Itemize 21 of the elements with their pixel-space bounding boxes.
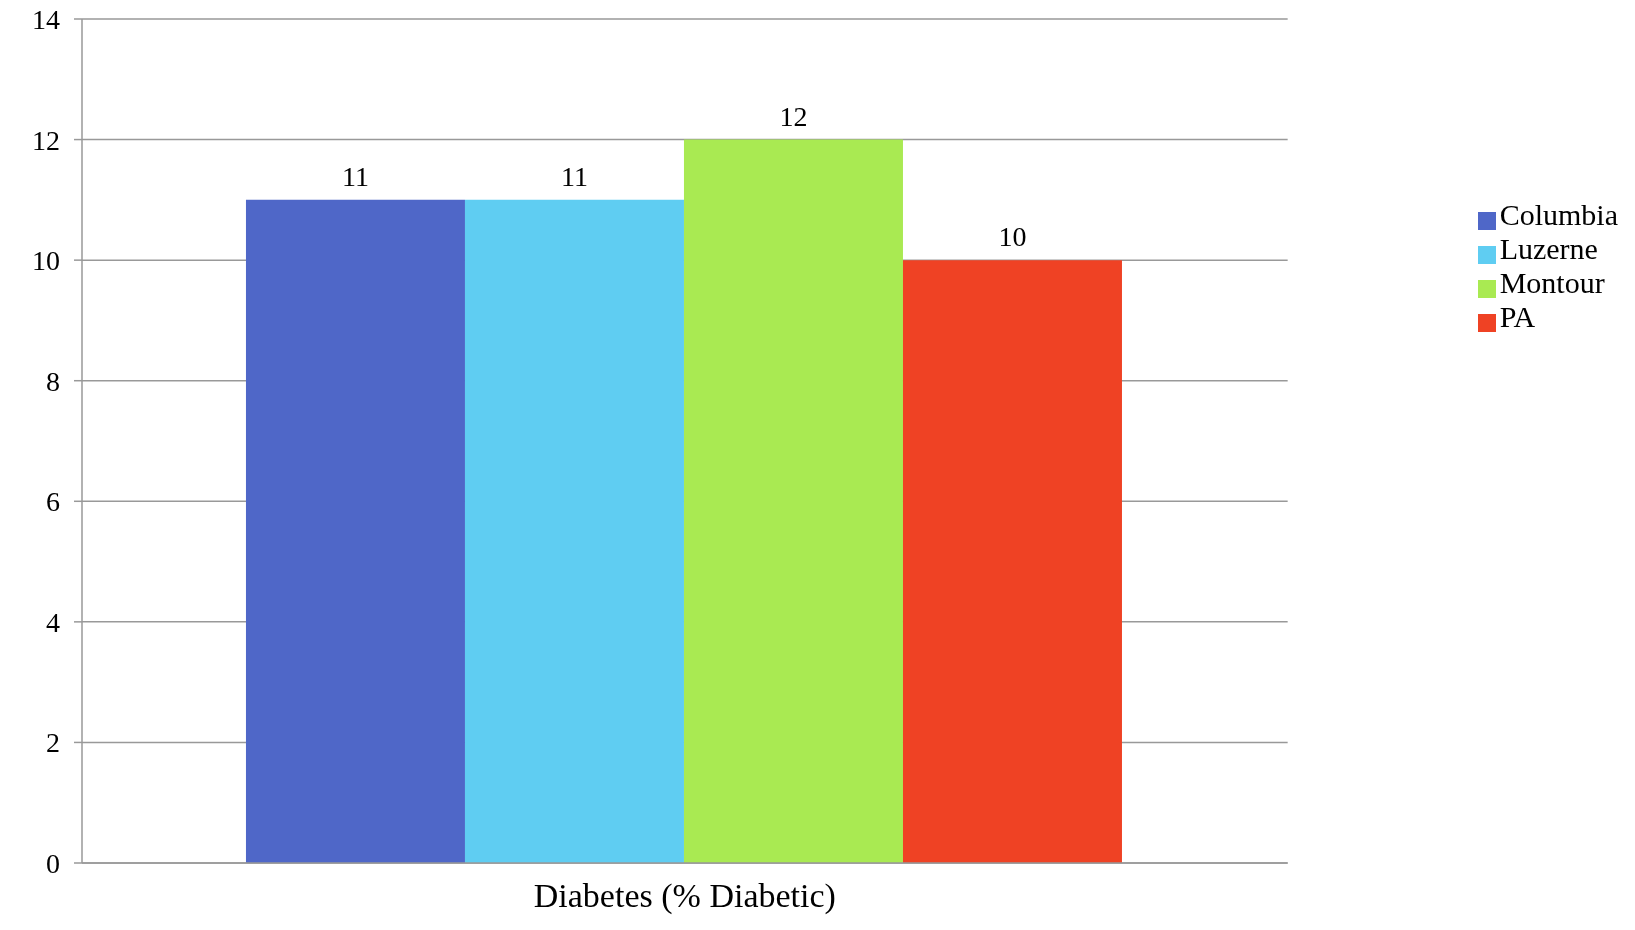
- y-tick-label: 14: [32, 3, 60, 35]
- legend-label: Columbia: [1499, 198, 1618, 231]
- bar: [245, 199, 465, 863]
- bar: [464, 199, 684, 863]
- y-tick-label: 4: [46, 606, 60, 638]
- y-tick-label: 0: [46, 847, 60, 879]
- y-tick-label: 6: [46, 486, 60, 518]
- legend-label: PA: [1499, 300, 1536, 333]
- data-label: 10: [998, 221, 1027, 253]
- bar: [902, 260, 1122, 863]
- data-label: 11: [560, 160, 588, 192]
- bar: [683, 139, 903, 863]
- y-tick-label: 10: [32, 245, 60, 277]
- y-tick-label: 2: [46, 727, 60, 759]
- y-tick-label: 12: [32, 124, 60, 156]
- x-tick-label: Diabetes (% Diabetic): [533, 877, 836, 916]
- data-label: 12: [779, 100, 808, 132]
- legend-label: Montour: [1499, 266, 1605, 299]
- data-label: 11: [341, 160, 369, 192]
- y-tick-label: 8: [46, 365, 60, 397]
- legend-label: Luzerne: [1499, 232, 1598, 265]
